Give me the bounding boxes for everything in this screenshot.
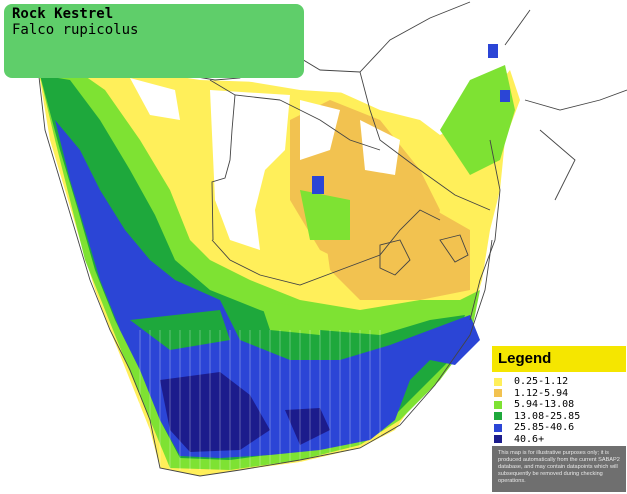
legend-entry: 5.94-13.08 xyxy=(492,399,626,411)
legend-heading: Legend xyxy=(492,346,626,372)
legend-entry: 0.25-1.12 xyxy=(492,376,626,388)
scientific-name: Falco rupicolus xyxy=(12,22,139,38)
legend-label: 0.25-1.12 xyxy=(514,376,569,388)
range-layer-highest xyxy=(160,372,330,452)
species-title-box: Rock Kestrel Falco rupicolus xyxy=(4,4,304,78)
legend-swatch xyxy=(494,377,502,386)
legend-label: 1.12-5.94 xyxy=(514,387,569,399)
legend-entry: 25.85-40.6 xyxy=(492,422,626,434)
legend-label: 25.85-40.6 xyxy=(514,422,575,434)
legend-entries: 0.25-1.12 1.12-5.94 5.94-13.08 13.08-25.… xyxy=(492,372,626,446)
legend-entry: 40.6+ xyxy=(492,434,626,446)
legend-disclaimer: This map is for illustrative purposes on… xyxy=(498,450,620,484)
legend-label: 13.08-25.85 xyxy=(514,410,581,422)
common-name: Rock Kestrel xyxy=(12,6,114,22)
legend-swatch xyxy=(494,435,502,444)
grid-overlay xyxy=(139,330,381,470)
legend-panel: Legend 0.25-1.12 1.12-5.94 5.94-13.08 13… xyxy=(492,346,626,492)
legend-label: 5.94-13.08 xyxy=(514,399,575,411)
legend-swatch xyxy=(494,423,502,432)
legend-swatch xyxy=(494,400,502,409)
legend-swatch xyxy=(494,412,502,421)
legend-entry: 13.08-25.85 xyxy=(492,411,626,423)
legend-label: 40.6+ xyxy=(514,433,545,445)
legend-swatch xyxy=(494,389,502,398)
legend-entry: 1.12-5.94 xyxy=(492,388,626,400)
